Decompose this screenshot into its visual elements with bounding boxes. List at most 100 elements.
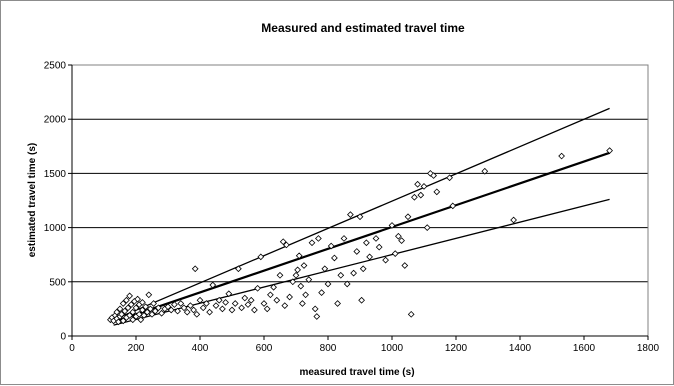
data-point	[350, 269, 357, 277]
data-point	[193, 310, 201, 318]
x-tick-label: 400	[192, 343, 209, 354]
data-point	[372, 235, 380, 242]
x-tick-label: 200	[128, 343, 145, 354]
data-point	[321, 265, 329, 273]
data-point	[299, 300, 306, 307]
data-point	[119, 317, 127, 325]
data-point	[142, 303, 149, 311]
data-point	[228, 306, 236, 314]
x-tick-label: 1000	[381, 343, 404, 354]
data-point	[183, 308, 191, 316]
x-tick-label: 1600	[573, 343, 596, 354]
data-point	[510, 216, 517, 224]
data-point	[398, 237, 405, 244]
data-point	[286, 293, 293, 301]
data-point	[276, 271, 284, 279]
data-point	[433, 188, 441, 196]
data-point	[356, 213, 364, 221]
fit-line	[113, 107, 610, 321]
data-point	[155, 304, 162, 312]
data-point	[417, 191, 425, 199]
data-point	[209, 281, 217, 289]
data-points	[107, 147, 613, 326]
data-point	[334, 300, 341, 307]
data-point	[449, 202, 457, 210]
data-point	[270, 283, 277, 291]
y-tick-label: 2000	[44, 115, 67, 126]
data-point	[292, 271, 300, 279]
data-point	[151, 307, 159, 315]
data-point	[244, 301, 252, 308]
data-point	[199, 304, 207, 312]
data-point	[558, 152, 565, 160]
x-axis-label: measured travel time (s)	[299, 367, 414, 378]
data-point	[283, 241, 290, 249]
data-point	[139, 299, 146, 306]
data-point	[430, 172, 437, 179]
data-point	[203, 300, 210, 307]
data-point	[127, 301, 135, 308]
data-point	[382, 256, 389, 264]
data-point	[305, 276, 313, 283]
data-point	[363, 239, 370, 247]
data-point	[147, 305, 154, 313]
y-tick-label: 500	[49, 277, 66, 288]
data-point	[113, 308, 121, 316]
data-point	[238, 304, 245, 312]
data-point	[126, 292, 133, 300]
data-point	[324, 280, 332, 288]
data-point	[135, 310, 143, 318]
data-point	[257, 253, 265, 261]
data-point	[121, 307, 129, 315]
data-point	[347, 211, 354, 218]
data-point	[225, 290, 233, 298]
x-tick-label: 0	[69, 343, 75, 354]
data-point	[308, 239, 316, 247]
data-point	[137, 316, 145, 324]
data-point	[343, 280, 351, 288]
data-point	[423, 224, 431, 231]
data-point	[177, 300, 185, 307]
data-point	[337, 271, 345, 279]
data-point	[315, 235, 322, 242]
data-point	[180, 304, 188, 312]
fit-lines	[113, 107, 610, 326]
data-point	[190, 306, 197, 314]
data-point	[359, 265, 367, 273]
chart-title: Measured and estimated travel time	[261, 21, 465, 35]
data-point	[340, 235, 348, 242]
x-tick-labels: 0 200 400 600 800 1000 1200 1400 1600 1800	[69, 343, 659, 354]
data-point	[260, 300, 268, 307]
x-tick-label: 1800	[637, 343, 660, 354]
gridlines	[72, 64, 648, 283]
data-point	[289, 278, 297, 286]
data-point	[388, 222, 396, 229]
x-tick-label: 1400	[509, 343, 532, 354]
data-point	[212, 302, 220, 310]
data-point	[167, 306, 175, 314]
x-tick-label: 800	[320, 343, 337, 354]
data-point	[140, 312, 148, 319]
data-point	[327, 242, 335, 250]
data-point	[196, 296, 204, 304]
data-point	[129, 316, 137, 324]
fit-line	[113, 198, 610, 326]
x-tick-label: 600	[256, 343, 273, 354]
data-point	[171, 301, 178, 308]
data-point	[481, 167, 489, 175]
data-point	[427, 170, 434, 177]
data-point	[404, 213, 412, 221]
data-point	[158, 309, 165, 317]
data-point	[331, 254, 338, 262]
data-point	[231, 300, 239, 307]
plot-area	[71, 64, 649, 337]
data-point	[132, 304, 140, 312]
data-point	[358, 296, 365, 304]
data-point	[302, 291, 309, 299]
data-point	[126, 312, 133, 319]
data-point	[273, 296, 281, 304]
data-point	[247, 296, 255, 304]
data-point	[446, 174, 453, 182]
